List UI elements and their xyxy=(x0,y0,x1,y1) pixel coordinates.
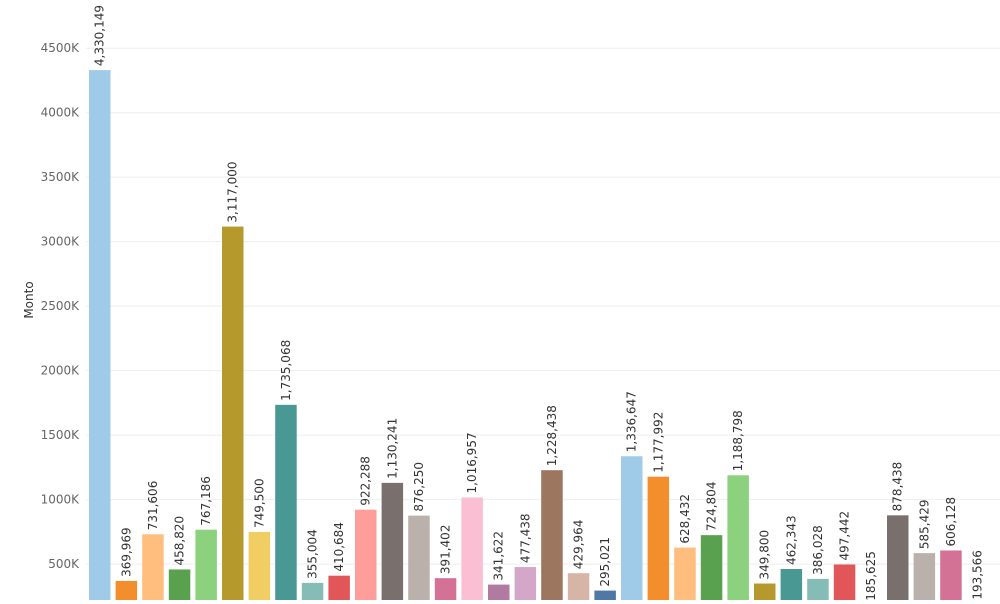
bar-value-label: 3,117,000 xyxy=(226,162,240,223)
bar-value-label: 1,177,992 xyxy=(651,412,665,473)
y-tick-label: 3500K xyxy=(41,170,81,184)
y-axis-title: Monto xyxy=(22,281,36,318)
bar[interactable] xyxy=(115,580,138,600)
bar[interactable] xyxy=(647,476,670,600)
bar[interactable] xyxy=(567,573,590,600)
bar[interactable] xyxy=(301,582,324,600)
y-tick-label: 3000K xyxy=(41,235,81,249)
bar[interactable] xyxy=(780,569,803,600)
bar-value-label: 876,250 xyxy=(412,462,426,512)
y-tick-label: 1000K xyxy=(41,493,81,507)
bar[interactable] xyxy=(275,404,297,600)
bar-value-label: 878,438 xyxy=(891,462,905,512)
bar-value-label: 349,800 xyxy=(758,530,772,580)
bar-value-label: 341,622 xyxy=(492,531,506,581)
bar-value-label: 1,016,957 xyxy=(465,432,479,493)
bar-value-label: 295,021 xyxy=(598,537,612,587)
y-tick-label: 1500K xyxy=(41,428,81,442)
bar[interactable] xyxy=(887,515,909,600)
bar[interactable] xyxy=(913,553,936,600)
bar[interactable] xyxy=(488,584,510,600)
bar-value-label: 724,804 xyxy=(705,482,719,532)
bar-value-label: 4,330,149 xyxy=(93,5,107,66)
y-tick-label: 2000K xyxy=(41,364,81,378)
bar-value-label: 1,130,241 xyxy=(385,418,399,479)
bar[interactable] xyxy=(142,534,164,600)
bar-value-label: 1,735,068 xyxy=(279,340,293,401)
bar-value-label: 410,684 xyxy=(332,522,346,572)
bar[interactable] xyxy=(754,583,776,600)
bar[interactable] xyxy=(833,564,856,600)
bar[interactable] xyxy=(89,70,111,601)
bar-value-label: 585,429 xyxy=(917,500,931,550)
bar-value-label: 767,186 xyxy=(199,476,213,526)
bar[interactable] xyxy=(328,575,350,600)
y-tick-label: 4500K xyxy=(41,41,81,55)
bar-value-label: 386,028 xyxy=(811,525,825,575)
bar[interactable] xyxy=(168,569,191,600)
bar[interactable] xyxy=(674,547,696,600)
y-tick-label: 4000K xyxy=(41,106,81,120)
y-tick-label: 2500K xyxy=(41,299,81,313)
y-axis-ticks: 500K 1000K 1500K 2000K 2500K 3000K 3500K 4000K 4… xyxy=(41,41,81,571)
bar-value-label: 477,438 xyxy=(518,513,532,563)
bar[interactable] xyxy=(621,456,643,600)
bar[interactable] xyxy=(541,470,563,600)
bar[interactable] xyxy=(355,509,377,600)
bar[interactable] xyxy=(807,578,829,600)
bar-value-label: 497,442 xyxy=(838,511,852,561)
y-tick-label: 500K xyxy=(48,557,80,571)
bar-value-label: 628,432 xyxy=(678,494,692,544)
bar[interactable] xyxy=(408,515,430,600)
bar-value-label: 355,004 xyxy=(306,529,320,579)
bar-value-label: 458,820 xyxy=(173,516,187,566)
bar[interactable] xyxy=(381,482,404,600)
bar-value-label: 1,336,647 xyxy=(625,391,639,452)
bar-value-label: 193,566 xyxy=(971,550,985,600)
bar-value-label: 606,128 xyxy=(944,497,958,547)
bar[interactable] xyxy=(514,567,537,600)
bar[interactable] xyxy=(727,475,749,600)
bar[interactable] xyxy=(248,531,271,600)
bar-value-label: 922,288 xyxy=(359,456,373,506)
bar-value-label: 1,188,798 xyxy=(731,410,745,471)
bar-value-label: 1,228,438 xyxy=(545,405,559,466)
bar-value-label: 731,606 xyxy=(146,481,160,531)
bar[interactable] xyxy=(461,497,483,600)
bar-value-label: 429,964 xyxy=(572,520,586,570)
bar-value-label: 462,343 xyxy=(784,515,798,565)
bar-value-label: 185,625 xyxy=(864,551,878,600)
bar[interactable] xyxy=(594,590,616,600)
bar-value-label: 391,402 xyxy=(439,525,453,575)
bars xyxy=(89,70,962,601)
bar[interactable] xyxy=(195,529,217,600)
bar-value-label: 749,500 xyxy=(252,478,266,528)
bar-value-label: 369,969 xyxy=(119,527,133,577)
bar[interactable] xyxy=(700,535,723,600)
bar[interactable] xyxy=(940,550,962,600)
data-labels: 4,330,149 369,969 731,606 458,820 767,186 3,1… xyxy=(93,5,985,601)
bar[interactable] xyxy=(222,226,244,600)
bar[interactable] xyxy=(434,578,457,600)
